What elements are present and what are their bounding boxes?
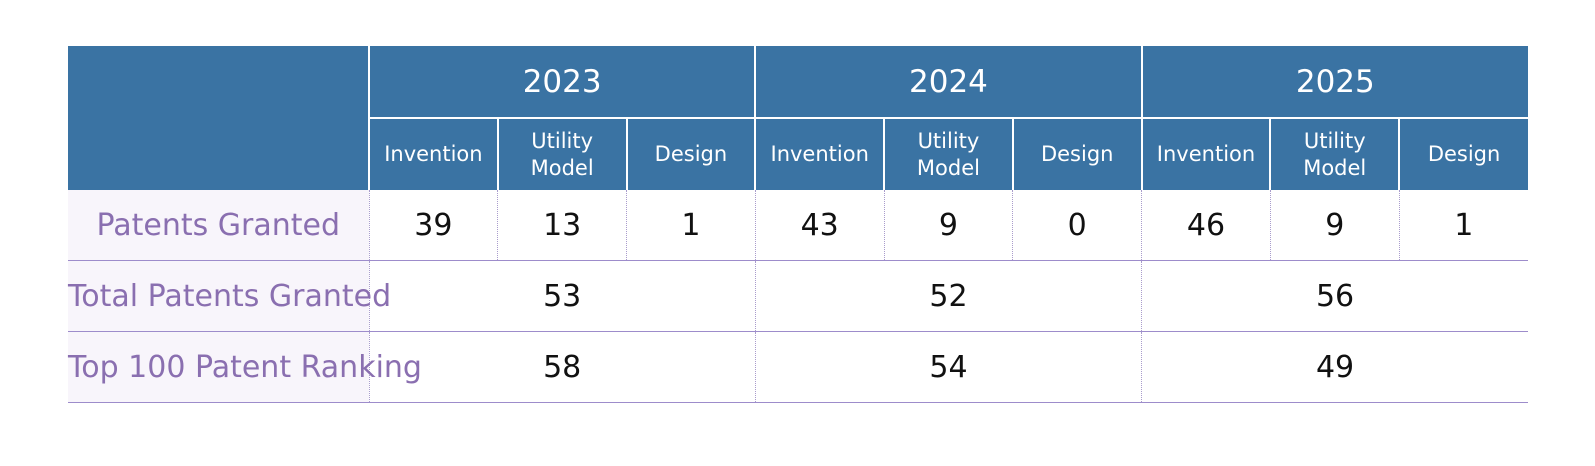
type-header-design: Design	[1398, 118, 1528, 190]
table-row-top-100-patent-ranking: Top 100 Patent Ranking 58 54 49	[68, 331, 1528, 403]
table-cell: 1	[1398, 190, 1528, 261]
table-cell: 53	[368, 260, 756, 332]
type-header-utility-model: Utility Model	[883, 118, 1013, 190]
table-cell: 39	[368, 190, 498, 261]
table-cell: 46	[1141, 190, 1271, 261]
corner-header-cell	[68, 46, 370, 190]
year-header-2024: 2024	[754, 46, 1142, 119]
year-header-row: 2023 2024 2025	[68, 46, 1528, 190]
type-header-utility-model: Utility Model	[1269, 118, 1400, 190]
row-label: Patents Granted	[68, 190, 370, 261]
year-header-2023: 2023	[368, 46, 756, 119]
table-cell: 58	[368, 331, 756, 403]
type-header-utility-model: Utility Model	[496, 118, 627, 190]
table-cell: 43	[754, 190, 885, 261]
table-cell: 0	[1012, 190, 1142, 261]
table-cell: 13	[497, 190, 627, 261]
table-cell: 52	[754, 260, 1142, 332]
year-header-2025: 2025	[1140, 46, 1528, 119]
table-cell: 49	[1141, 331, 1528, 403]
table-cell: 9	[883, 190, 1013, 261]
table-cell: 1	[626, 190, 756, 261]
table-row-patents-granted: Patents Granted 39 13 1 43 9 0 46 9 1	[68, 190, 1528, 261]
type-header-row: Invention Utility Model Design Invention…	[68, 118, 1528, 190]
row-label: Total Patents Granted	[68, 260, 391, 332]
table-row-total-patents-granted: Total Patents Granted 53 52 56	[68, 260, 1528, 332]
type-header-design: Design	[625, 118, 756, 190]
type-header-invention: Invention	[368, 118, 498, 190]
type-header-invention: Invention	[754, 118, 885, 190]
patent-table-container: 2023 2024 2025 Invention Utility Model D…	[68, 46, 1528, 403]
row-label: Top 100 Patent Ranking	[68, 331, 422, 403]
table-cell: 56	[1141, 260, 1528, 332]
type-header-design: Design	[1011, 118, 1142, 190]
table-cell: 54	[754, 331, 1142, 403]
type-header-invention: Invention	[1140, 118, 1271, 190]
patent-statistics-table: 2023 2024 2025 Invention Utility Model D…	[68, 46, 1528, 403]
table-cell: 9	[1269, 190, 1400, 261]
